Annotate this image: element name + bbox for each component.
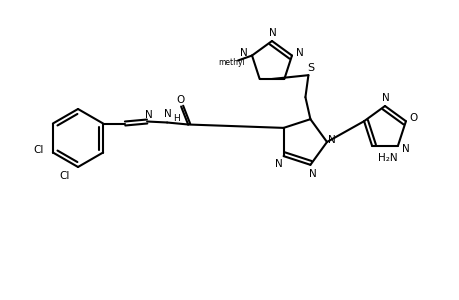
Text: N: N [401, 144, 409, 154]
Text: N: N [308, 169, 316, 179]
Text: S: S [306, 63, 313, 73]
Text: methyl: methyl [218, 58, 245, 67]
Text: N: N [381, 93, 389, 103]
Text: N: N [274, 159, 282, 169]
Text: N: N [240, 47, 247, 58]
Text: Cl: Cl [34, 145, 44, 154]
Text: H: H [173, 114, 179, 123]
Text: Cl: Cl [60, 171, 70, 181]
Text: N: N [164, 109, 172, 118]
Text: N: N [327, 135, 335, 145]
Text: H₂N: H₂N [377, 153, 397, 163]
Text: N: N [145, 110, 153, 119]
Text: N: N [269, 28, 276, 38]
Text: O: O [409, 113, 417, 123]
Text: O: O [176, 94, 184, 104]
Text: N: N [296, 47, 303, 58]
